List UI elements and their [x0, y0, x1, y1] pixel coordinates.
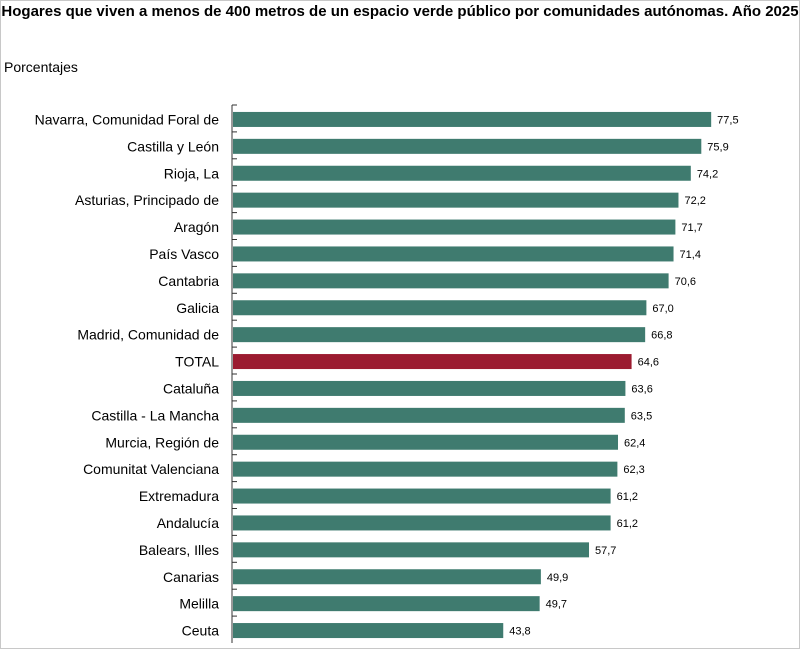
value-label: 75,9	[707, 141, 728, 153]
bar	[233, 569, 541, 585]
value-label: 49,7	[546, 599, 567, 611]
bar	[233, 327, 646, 343]
bar	[233, 111, 712, 127]
bar	[233, 273, 669, 289]
bar	[233, 515, 611, 531]
value-label: 63,5	[631, 410, 652, 422]
category-label: Murcia, Región de	[105, 434, 219, 450]
value-label: 71,4	[680, 249, 701, 261]
category-label: Castilla y León	[127, 138, 219, 154]
category-label: Extremadura	[139, 488, 219, 504]
category-label: Comunitat Valenciana	[83, 461, 219, 477]
category-label: Galicia	[176, 300, 219, 316]
category-label: Ceuta	[182, 623, 220, 639]
bar	[233, 596, 540, 612]
value-label: 63,6	[631, 383, 652, 395]
bar	[233, 623, 504, 639]
category-label: Navarra, Comunidad Foral de	[35, 111, 220, 127]
category-label: País Vasco	[149, 246, 219, 262]
category-label: Andalucía	[157, 515, 219, 531]
category-label: Melilla	[179, 596, 219, 612]
category-label: Cantabria	[158, 273, 219, 289]
units-label: Porcentajes	[4, 59, 78, 75]
bar	[233, 246, 674, 262]
bar	[233, 407, 625, 423]
value-label: 77,5	[717, 114, 738, 126]
category-label: Canarias	[163, 569, 219, 585]
value-label: 43,8	[509, 626, 530, 638]
bar	[233, 138, 702, 154]
category-label: Asturias, Principado de	[75, 192, 219, 208]
bar	[233, 542, 590, 558]
bar	[233, 434, 619, 450]
value-label: 71,7	[681, 222, 702, 234]
value-label: 72,2	[684, 195, 705, 207]
chart-title: Hogares que viven a menos de 400 metros …	[1, 3, 799, 20]
bar	[233, 300, 647, 316]
category-label: TOTAL	[175, 354, 219, 370]
value-label: 66,8	[651, 330, 672, 342]
category-label: Castilla - La Mancha	[91, 407, 219, 423]
bar	[233, 165, 691, 181]
value-label: 62,3	[623, 464, 644, 476]
value-label: 61,2	[617, 518, 638, 530]
value-label: 49,9	[547, 572, 568, 584]
value-label: 61,2	[617, 491, 638, 503]
bar	[233, 219, 676, 235]
category-label: Balears, Illes	[139, 542, 219, 558]
bar	[233, 354, 632, 370]
bar	[233, 380, 626, 396]
value-label: 70,6	[675, 276, 696, 288]
value-label: 67,0	[652, 303, 673, 315]
value-label: 57,7	[595, 545, 616, 557]
value-label: 64,6	[638, 357, 659, 369]
value-label: 74,2	[697, 168, 718, 180]
bar	[233, 461, 618, 477]
category-label: Cataluña	[163, 380, 219, 396]
bar	[233, 192, 679, 208]
category-label: Aragón	[174, 219, 219, 235]
category-label: Rioja, La	[164, 165, 219, 181]
bar	[233, 488, 611, 504]
category-label: Madrid, Comunidad de	[77, 327, 219, 343]
value-label: 62,4	[624, 437, 645, 449]
